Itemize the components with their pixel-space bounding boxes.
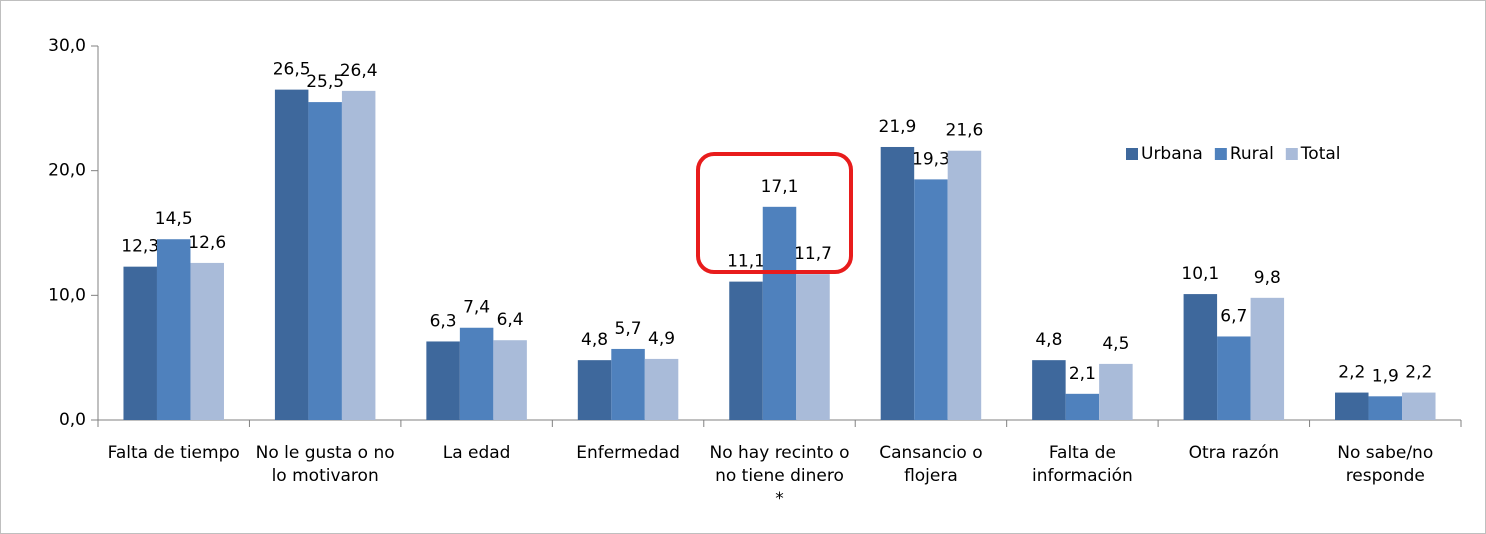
x-tick-label: Enfermedad	[576, 443, 680, 463]
data-label: 6,7	[1220, 306, 1247, 326]
bar	[796, 274, 830, 420]
data-label: 10,1	[1181, 264, 1219, 284]
x-tick-label: Falta de tiempo	[107, 443, 240, 463]
data-label: 4,8	[1035, 330, 1062, 350]
bar	[1402, 392, 1436, 420]
legend-label: Total	[1300, 144, 1341, 164]
bar	[947, 150, 982, 420]
data-label: 11,1	[727, 252, 765, 272]
bar	[1065, 393, 1100, 420]
data-label: 5,7	[615, 319, 642, 339]
data-label: 26,5	[273, 60, 311, 80]
bar	[762, 206, 797, 420]
data-label: 25,5	[306, 72, 344, 92]
x-tick-label: Cansancio o flojera	[879, 443, 983, 486]
data-label: 2,2	[1338, 363, 1365, 383]
data-label: 9,8	[1254, 268, 1281, 288]
legend-swatch	[1214, 148, 1227, 160]
highlight-box	[696, 152, 853, 274]
bar	[308, 102, 342, 420]
bar	[426, 341, 460, 420]
x-tick-label: La edad	[442, 443, 511, 463]
bar	[644, 358, 679, 420]
data-label: 21,9	[879, 117, 917, 137]
data-label: 11,7	[794, 244, 832, 264]
bar	[123, 266, 157, 420]
data-label: 26,4	[340, 61, 378, 81]
bar	[914, 179, 948, 420]
data-label: 19,3	[912, 149, 950, 169]
bar	[611, 348, 645, 420]
data-label: 2,2	[1405, 363, 1432, 383]
y-tick-label: 0,0	[59, 410, 86, 430]
bar	[1217, 336, 1251, 420]
data-label: 7,4	[463, 298, 490, 318]
x-tick-label: No le gusta o no lo motivaron	[255, 443, 395, 486]
data-label: 12,6	[188, 233, 226, 253]
data-label: 14,5	[155, 209, 193, 229]
bar	[1099, 363, 1133, 420]
x-tick-label: No sabe/no responde	[1337, 443, 1434, 486]
legend-label: Rural	[1230, 144, 1274, 164]
bar	[880, 146, 915, 421]
bar	[577, 360, 612, 420]
bar	[493, 340, 527, 420]
data-label: 21,6	[946, 121, 984, 141]
data-label: 1,9	[1372, 366, 1399, 386]
legend-swatch	[1126, 148, 1138, 160]
data-label: 2,1	[1069, 364, 1096, 384]
legend-label: Urbana	[1141, 144, 1203, 164]
y-tick-label: 30,0	[48, 36, 86, 56]
bar	[1368, 396, 1403, 420]
bar	[1183, 294, 1218, 420]
bar	[1335, 392, 1369, 420]
data-label: 17,1	[761, 177, 799, 197]
bar	[1032, 360, 1066, 420]
bar	[729, 281, 763, 420]
y-tick-label: 20,0	[48, 161, 86, 181]
bar	[341, 90, 376, 420]
data-label: 6,3	[430, 311, 457, 331]
bar	[274, 89, 309, 420]
bar	[459, 327, 494, 420]
data-label: 6,4	[497, 310, 524, 330]
data-label: 4,8	[581, 330, 608, 350]
legend-swatch	[1285, 148, 1298, 160]
data-label: 4,9	[648, 329, 675, 349]
bar	[1250, 297, 1285, 420]
y-tick-label: 10,0	[48, 285, 86, 305]
x-tick-label: Otra razón	[1188, 443, 1280, 463]
x-tick-label: No hay recinto o no tiene dinero *	[709, 443, 850, 509]
data-label: 4,5	[1102, 334, 1129, 354]
bar	[190, 262, 224, 420]
data-label: 12,3	[121, 237, 159, 257]
x-tick-label: Falta de información	[1031, 443, 1133, 486]
bar	[156, 239, 191, 420]
